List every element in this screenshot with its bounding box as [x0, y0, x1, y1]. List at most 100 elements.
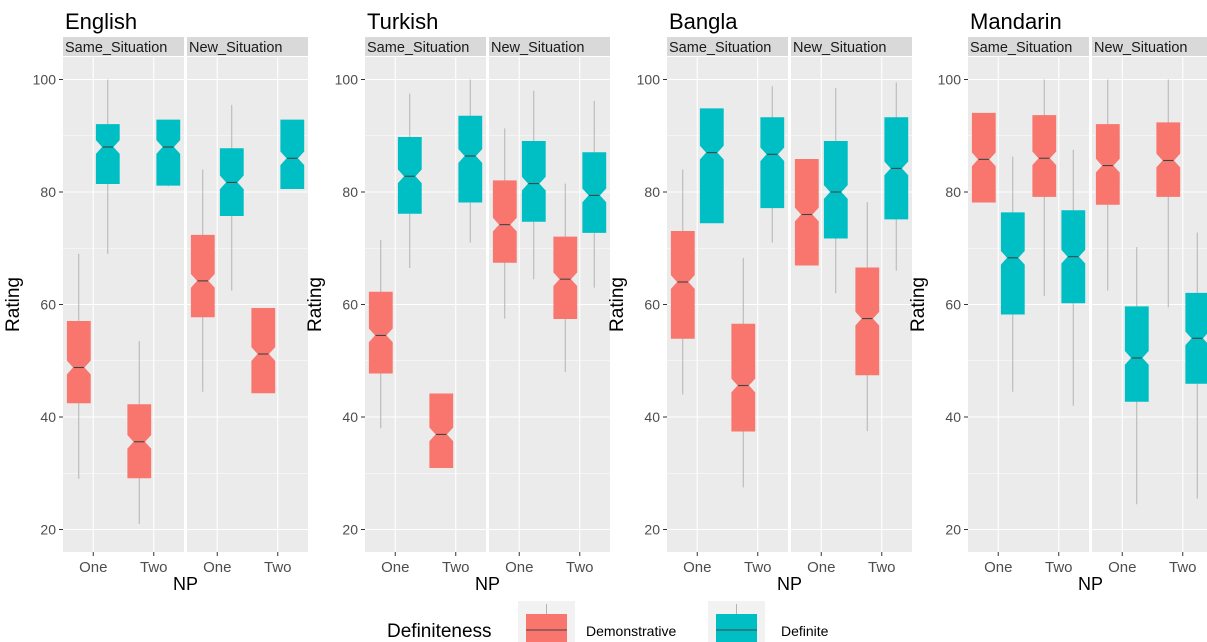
- box-body: [429, 393, 454, 469]
- facet-new-situation: New_Situation One Two: [791, 37, 912, 576]
- box-body: [1156, 122, 1181, 197]
- y-tick-label: 80: [644, 184, 660, 200]
- facet-new-situation: New_Situation One Two: [489, 37, 610, 576]
- box-definite-one: [699, 108, 724, 224]
- box-definite-two: [1185, 232, 1207, 499]
- facet-strip-label: New_Situation: [491, 40, 585, 56]
- box-body: [553, 236, 578, 320]
- facet-strip-label: Same_Situation: [65, 40, 167, 56]
- y-tick-label: 100: [637, 72, 661, 88]
- facet-same-situation: Same_Situation One Two: [968, 37, 1089, 576]
- y-axis-label: Rating: [607, 277, 628, 332]
- facet-strip: [489, 37, 610, 56]
- x-axis-label: NP: [475, 574, 500, 594]
- box-definite-one: [95, 79, 120, 254]
- box-definite-one: [1124, 247, 1149, 505]
- legend-label: Definite: [781, 623, 829, 639]
- box-body: [251, 307, 276, 394]
- box-demonstrative-one: [794, 158, 819, 266]
- x-tick-label: Two: [566, 559, 594, 576]
- box-demonstrative-two: [1032, 79, 1057, 297]
- box-definite-two: [280, 119, 305, 190]
- legend-title: Definiteness: [387, 621, 492, 642]
- box-body: [190, 234, 215, 318]
- y-tick-label: 100: [33, 72, 57, 88]
- facet-strip-label: New_Situation: [793, 40, 887, 56]
- box-body: [280, 119, 305, 190]
- x-tick-label: One: [505, 559, 533, 576]
- x-tick-label: One: [683, 559, 711, 576]
- box-body: [670, 230, 695, 339]
- panel-bangla: Bangla Rating 20 40 60 80 100 Same_Situation One…: [607, 9, 912, 594]
- y-tick-label: 80: [40, 184, 56, 200]
- facet-strip: [968, 37, 1089, 56]
- facet-new-situation: New_Situation One Two: [1092, 37, 1207, 576]
- box-demonstrative-one: [971, 112, 996, 203]
- box-definite-two: [156, 119, 181, 187]
- box-body: [368, 291, 393, 374]
- facet-strip-label: New_Situation: [1094, 40, 1188, 56]
- box-demonstrative-one: [66, 253, 91, 479]
- box-definite-two: [760, 86, 785, 243]
- y-tick-label: 40: [40, 409, 56, 425]
- x-tick-label: One: [1108, 559, 1136, 576]
- box-demonstrative-two: [553, 183, 578, 372]
- y-tick-label: 60: [644, 297, 660, 313]
- panel-turkish: Turkish Rating 20 40 60 80 100 Same_Situation On…: [305, 9, 610, 594]
- box-definite-two: [884, 82, 909, 271]
- panel-mandarin: Mandarin Rating 20 40 60 80 100 Same_Situation O…: [908, 9, 1207, 594]
- x-tick-label: One: [381, 559, 409, 576]
- x-tick-label: Two: [744, 559, 772, 576]
- facet-strip: [63, 37, 184, 56]
- box-demonstrative-two: [855, 202, 880, 432]
- box-demonstrative-two: [731, 257, 756, 488]
- y-axis-label: Rating: [908, 277, 929, 332]
- x-tick-label: Two: [264, 559, 292, 576]
- box-definite-one: [397, 93, 422, 268]
- facet-strip: [791, 37, 912, 56]
- panel-title: Bangla: [669, 9, 738, 34]
- x-tick-label: One: [203, 559, 231, 576]
- y-tick-label: 80: [342, 184, 358, 200]
- box-body: [699, 108, 724, 224]
- x-tick-label: Two: [1045, 559, 1073, 576]
- facet-same-situation: Same_Situation One Two: [667, 37, 788, 576]
- y-tick-label: 40: [342, 409, 358, 425]
- panel-title: English: [65, 9, 137, 34]
- box-body: [760, 117, 785, 209]
- x-tick-label: Two: [442, 559, 470, 576]
- x-axis-label: NP: [1078, 574, 1103, 594]
- box-definite-one: [1000, 156, 1025, 392]
- box-body: [1095, 124, 1120, 205]
- y-tick-label: 60: [945, 297, 961, 313]
- legend-key-swatch: [716, 614, 757, 642]
- x-tick-label: One: [79, 559, 107, 576]
- y-tick-label: 40: [945, 409, 961, 425]
- box-demonstrative-two: [127, 341, 152, 524]
- box-definite-one: [521, 90, 546, 280]
- facet-strip: [365, 37, 486, 56]
- box-demonstrative-one: [368, 239, 393, 429]
- panel-title: Mandarin: [970, 9, 1062, 34]
- box-body: [1032, 115, 1057, 197]
- box-body: [971, 112, 996, 203]
- y-tick-label: 100: [335, 72, 359, 88]
- box-body: [95, 124, 120, 185]
- box-definite-one: [823, 87, 848, 294]
- legend: Definiteness Demonstrative Definite: [387, 601, 829, 642]
- panel-english: English Rating 20 40 60 80 100 Same_Situation On…: [3, 9, 308, 594]
- x-tick-label: Two: [140, 559, 168, 576]
- facet-strip-label: Same_Situation: [669, 40, 771, 56]
- box-demonstrative-one: [670, 169, 695, 395]
- box-body: [1000, 212, 1025, 315]
- panel-title: Turkish: [367, 9, 438, 34]
- facet-strip-label: New_Situation: [189, 40, 283, 56]
- x-axis-label: NP: [777, 574, 802, 594]
- facet-same-situation: Same_Situation One Two: [63, 37, 184, 576]
- x-tick-label: Two: [868, 559, 896, 576]
- box-body: [458, 115, 483, 203]
- legend-label: Demonstrative: [586, 623, 676, 639]
- y-tick-label: 60: [40, 297, 56, 313]
- box-body: [66, 320, 91, 404]
